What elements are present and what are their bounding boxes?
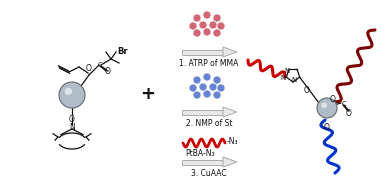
Text: O: O xyxy=(105,68,111,76)
Circle shape xyxy=(213,91,221,99)
Polygon shape xyxy=(223,107,237,117)
Circle shape xyxy=(193,76,201,84)
Circle shape xyxy=(199,83,207,91)
Circle shape xyxy=(203,11,211,19)
Polygon shape xyxy=(223,157,237,167)
Text: C: C xyxy=(98,62,102,68)
Circle shape xyxy=(213,76,221,84)
Text: Br: Br xyxy=(117,46,128,55)
Circle shape xyxy=(213,29,221,37)
Text: N: N xyxy=(69,122,75,132)
Circle shape xyxy=(65,88,72,95)
Circle shape xyxy=(189,22,197,30)
Text: O: O xyxy=(303,86,309,95)
Circle shape xyxy=(217,84,225,92)
Circle shape xyxy=(317,98,337,118)
Circle shape xyxy=(193,91,201,99)
Text: -N₃: -N₃ xyxy=(227,137,238,146)
Circle shape xyxy=(213,14,221,22)
Text: 2. NMP of St: 2. NMP of St xyxy=(186,118,232,127)
Polygon shape xyxy=(182,109,223,114)
Text: O: O xyxy=(346,108,352,118)
Circle shape xyxy=(193,14,201,22)
Text: N: N xyxy=(281,75,286,81)
Circle shape xyxy=(203,90,211,98)
Circle shape xyxy=(203,28,211,36)
Text: C: C xyxy=(342,101,346,107)
Polygon shape xyxy=(182,50,223,55)
Circle shape xyxy=(321,102,327,108)
Circle shape xyxy=(193,29,201,37)
Text: 1. ATRP of MMA: 1. ATRP of MMA xyxy=(179,59,239,68)
Polygon shape xyxy=(182,160,223,165)
Text: O: O xyxy=(86,64,92,73)
Circle shape xyxy=(209,21,217,29)
Circle shape xyxy=(59,82,85,108)
Circle shape xyxy=(209,83,217,91)
Text: +: + xyxy=(140,85,156,103)
Circle shape xyxy=(189,84,197,92)
Text: O: O xyxy=(330,94,336,103)
Polygon shape xyxy=(223,47,237,57)
Text: O: O xyxy=(324,123,330,132)
Text: N: N xyxy=(284,68,289,74)
Text: O: O xyxy=(69,114,75,123)
Text: PtBA-N₃: PtBA-N₃ xyxy=(185,148,215,157)
Text: N: N xyxy=(291,77,297,83)
Circle shape xyxy=(217,22,225,30)
Circle shape xyxy=(199,21,207,29)
Text: 3. CuAAC: 3. CuAAC xyxy=(191,169,227,177)
Circle shape xyxy=(203,73,211,81)
